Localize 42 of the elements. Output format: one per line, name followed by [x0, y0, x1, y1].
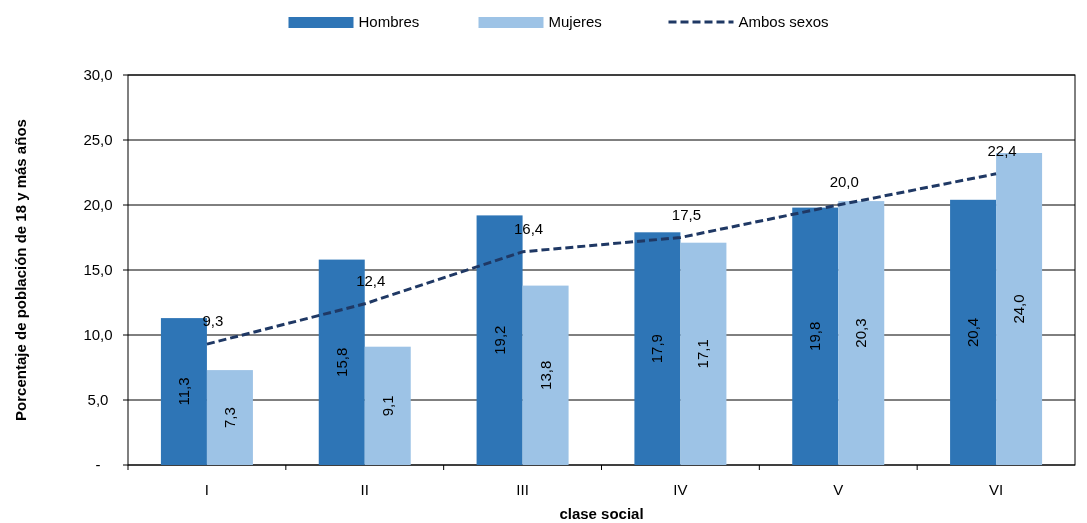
- data-label: 17,1: [694, 339, 712, 369]
- x-tick-label: I: [204, 481, 209, 498]
- data-label: 20,3: [852, 318, 870, 348]
- x-tick-label: VI: [988, 481, 1004, 498]
- x-tick-label: IV: [673, 481, 688, 498]
- bar: [950, 199, 997, 465]
- data-label: 9,3: [202, 312, 224, 330]
- data-label: 17,9: [648, 334, 666, 364]
- data-label: 9,1: [378, 395, 396, 417]
- x-tick-label: V: [833, 481, 844, 498]
- x-tick-label: II: [360, 481, 369, 498]
- data-label: 17,5: [671, 205, 702, 223]
- data-label: 24,0: [1010, 294, 1028, 324]
- data-label: 22,4: [987, 141, 1017, 159]
- y-tick-label: 30,0: [83, 66, 113, 83]
- data-label: 20,0: [829, 173, 859, 190]
- y-tick-label: 25,0: [83, 131, 113, 148]
- bar: [838, 201, 885, 465]
- data-label: 11,3: [174, 377, 192, 406]
- bar: [522, 285, 569, 465]
- data-label: 19,8: [806, 321, 824, 351]
- bar: [680, 242, 727, 465]
- y-tick-label: 5,0: [87, 391, 109, 408]
- x-tick-label: III: [516, 481, 529, 498]
- y-axis-title: Porcentaje de población de 18 y más años: [12, 119, 29, 421]
- legend-label: Hombres: [358, 13, 420, 30]
- legend-label: Mujeres: [548, 13, 602, 30]
- x-axis-title: clase social: [559, 505, 644, 522]
- bar: [634, 232, 681, 465]
- data-label: 7,3: [220, 407, 238, 428]
- data-label: 20,4: [964, 317, 982, 347]
- legend-label: Ambos sexos: [738, 13, 829, 30]
- y-tick-label: -: [95, 456, 101, 473]
- data-label: 15,8: [332, 347, 350, 377]
- data-label: 13,8: [536, 360, 554, 390]
- y-tick-label: 15,0: [83, 261, 113, 278]
- y-tick-label: 20,0: [83, 196, 113, 213]
- y-tick-label: 10,0: [83, 326, 113, 343]
- bar: [206, 370, 253, 465]
- bar: [792, 207, 839, 465]
- data-label: 19,2: [490, 325, 508, 355]
- bar: [364, 346, 411, 465]
